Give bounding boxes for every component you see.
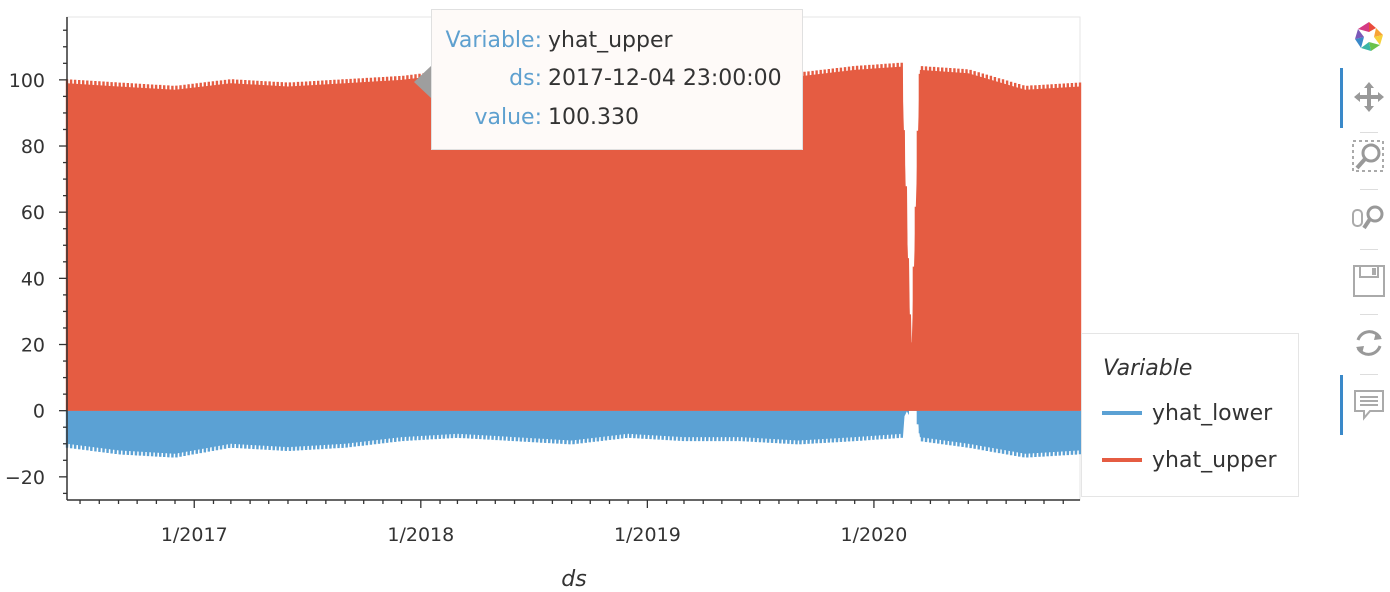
legend-swatch [1102,458,1142,462]
tooltip-key: value: [474,105,542,130]
y-tick-label: 0 [33,401,45,423]
y-tick-label: 80 [21,136,45,158]
legend-label: yhat_upper [1152,447,1277,473]
x-tick-label: 1/2019 [614,524,681,546]
pan-active-indicator [1340,68,1343,128]
y-tick-label: −20 [5,467,45,489]
series-area-yhat_upper [67,66,1080,411]
tooltip-row-value: value: 100.330 [432,105,804,135]
box-zoom-icon[interactable] [1350,138,1388,176]
tooltip-arrow [414,66,431,98]
wheel-zoom-icon[interactable] [1350,198,1388,236]
legend-title: Variable [1103,356,1193,381]
tooltip-row-variable: Variable: yhat_upper [432,28,804,58]
x-tick-label: 1/2018 [387,524,454,546]
legend-item-yhat-lower[interactable]: yhat_lower [1102,398,1272,428]
hover-active-indicator [1340,375,1343,435]
pan-icon[interactable] [1350,78,1388,116]
save-icon[interactable] [1350,262,1388,300]
series-layer [65,62,1082,458]
legend-item-yhat-upper[interactable]: yhat_upper [1102,445,1277,475]
toolbar-separator [1360,132,1378,133]
tooltip-value: 100.330 [548,105,639,130]
tooltip-row-ds: ds: 2017-12-04 23:00:00 [432,66,804,96]
tooltip-value: yhat_upper [548,28,673,53]
x-tick-label: 1/2020 [841,524,908,546]
toolbar-separator [1360,314,1378,315]
tooltip-key: ds: [509,66,542,91]
series-yhat_upper [65,62,1082,411]
x-tick-label: 1/2017 [161,524,228,546]
x-axis-title: ds [561,567,586,592]
y-tick-label: 100 [9,70,45,92]
y-tick-label: 20 [21,335,45,357]
hover-tooltip: Variable: yhat_upper ds: 2017-12-04 23:0… [431,9,803,150]
y-tick-label: 40 [21,268,45,290]
hover-icon[interactable] [1350,386,1388,424]
legend-label: yhat_lower [1152,400,1273,426]
bokeh-logo-icon[interactable] [1350,18,1388,56]
legend: Variable yhat_lower yhat_upper [1081,333,1299,497]
toolbar [1338,14,1388,444]
tooltip-key: Variable: [445,28,543,53]
legend-swatch [1102,411,1142,415]
toolbar-separator [1360,189,1378,190]
tooltip-value: 2017-12-04 23:00:00 [548,66,782,91]
y-tick-label: 60 [21,202,45,224]
reset-icon[interactable] [1350,324,1388,362]
toolbar-separator [1360,374,1378,375]
axes-layer: 100 80 60 40 20 0 −20 1/2017 1/2018 1/2019 1/2020 [5,17,1080,546]
series-area-yhat_lower [67,361,1080,454]
toolbar-separator [1360,249,1378,250]
